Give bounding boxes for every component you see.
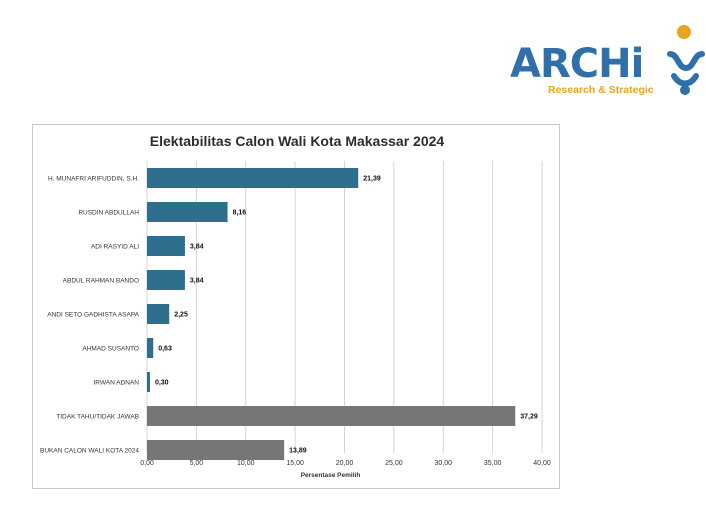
bar [147, 338, 154, 358]
x-tick-label: 5,00 [190, 460, 204, 467]
logo-molecule-icon [667, 25, 705, 95]
bar [147, 168, 359, 188]
category-label: H. MUNAFRI ARIFUDDIN, S.H. [48, 176, 139, 183]
data-label: 21,39 [363, 176, 381, 183]
x-tick-label: 35,00 [484, 460, 502, 467]
category-label: ADI RASYID ALI [91, 244, 139, 251]
x-tick-label: 25,00 [385, 460, 403, 467]
data-label: 13,89 [289, 448, 307, 455]
x-tick-label: 15,00 [286, 460, 304, 467]
bar [147, 406, 516, 426]
bar [147, 372, 150, 392]
chart-frame: Elektabilitas Calon Wali Kota Makassar 2… [32, 124, 560, 489]
chart-title: Elektabilitas Calon Wali Kota Makassar 2… [149, 133, 445, 149]
x-axis-title: Persentase Pemilih [301, 472, 361, 479]
data-label: 37,29 [520, 414, 538, 421]
bar [147, 202, 228, 222]
category-label: RUSDIN ABDULLAH [78, 210, 139, 217]
archi-logo: ARCHi Research & Strategic [508, 14, 706, 100]
bar [147, 440, 285, 460]
x-tick-label: 20,00 [336, 460, 354, 467]
bar [147, 304, 170, 324]
data-label: 0,63 [158, 346, 172, 353]
category-label: IRWAN ADNAN [93, 380, 139, 387]
x-tick-label: 0,00 [140, 460, 154, 467]
x-tick-label: 10,00 [237, 460, 255, 467]
x-tick-label: 30,00 [434, 460, 452, 467]
bar [147, 270, 185, 290]
x-tick-label: 40,00 [533, 460, 551, 467]
data-label: 0,30 [155, 380, 169, 387]
category-label: TIDAK TAHU/TIDAK JAWAB [56, 414, 139, 421]
bar-chart: 0,00 5,00 10,00 15,00 20,00 25,00 30,00 35,00 40… [40, 161, 551, 479]
category-label: ANDI SETO GADHISTA ASAPA [47, 312, 139, 319]
logo-tagline: Research & Strategic [548, 84, 654, 96]
data-label: 3,84 [190, 244, 204, 251]
category-label: ABDUL RAHMAN BANDO [63, 278, 139, 285]
bar [147, 236, 185, 256]
category-label: BUKAN CALON WALI KOTA 2024 [40, 448, 139, 455]
logo-wordmark: ARCHi [510, 41, 644, 87]
data-label: 3,84 [190, 278, 204, 285]
data-label: 2,25 [174, 312, 188, 319]
data-label: 8,16 [233, 210, 247, 217]
category-label: AHMAD SUSANTO [82, 346, 139, 353]
